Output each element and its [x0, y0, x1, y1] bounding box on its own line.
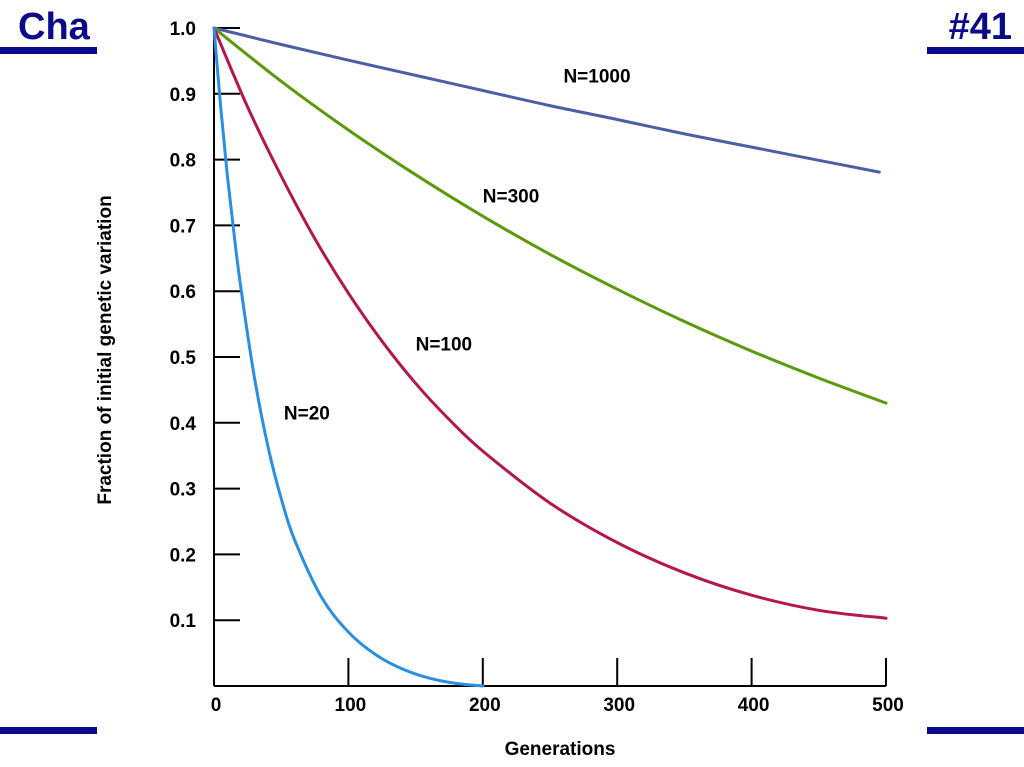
y-tick-label: 0.5: [170, 348, 197, 369]
x-axis-title: Generations: [505, 739, 616, 760]
series-label-n-20: N=20: [284, 404, 330, 425]
y-tick-label: 0.8: [170, 151, 196, 172]
x-tick-label: 100: [335, 695, 367, 716]
series-label-n-1000: N=1000: [563, 67, 630, 88]
series-line-n-100: [212, 26, 888, 620]
series-label-n-100: N=100: [416, 334, 473, 355]
series-line-n-20: [212, 26, 485, 688]
chart-series: [212, 26, 888, 688]
bottom-right-rule: [927, 727, 1024, 734]
x-tick-label: 0: [211, 695, 222, 716]
top-left-rule: [0, 47, 97, 54]
chart-labels: N=1000 N=300 N=100 N=20: [284, 67, 631, 425]
y-tick-label: 0.9: [170, 85, 196, 106]
top-right-rule: [927, 47, 1024, 54]
x-tick-label: 300: [603, 695, 635, 716]
series-line-n-1000: [212, 26, 881, 174]
y-tick-label: 0.4: [170, 414, 197, 435]
y-tick-label: 0.3: [170, 480, 196, 501]
series-label-n-300: N=300: [483, 186, 540, 207]
header-left-text: Cha: [18, 6, 90, 48]
y-tick-label: 0.7: [170, 216, 196, 237]
header-right-text: #41: [948, 6, 1012, 48]
y-tick-label: 0.6: [170, 282, 196, 303]
x-tick-label: 200: [469, 695, 501, 716]
chart-axes: 0.1 0.2 0.3 0.4 0.5 0.6 0.7 0.8 0.9 1.0 0 100 200 300…: [95, 19, 904, 760]
bottom-left-rule: [0, 727, 97, 734]
y-axis-title: Fraction of initial genetic variation: [95, 195, 116, 504]
x-tick-label: 400: [738, 695, 770, 716]
y-tick-label: 0.1: [170, 611, 197, 632]
x-tick-label: 500: [872, 695, 904, 716]
y-tick-label: 0.2: [170, 545, 196, 566]
series-line-n-300: [212, 26, 888, 405]
y-tick-label: 1.0: [170, 19, 196, 40]
